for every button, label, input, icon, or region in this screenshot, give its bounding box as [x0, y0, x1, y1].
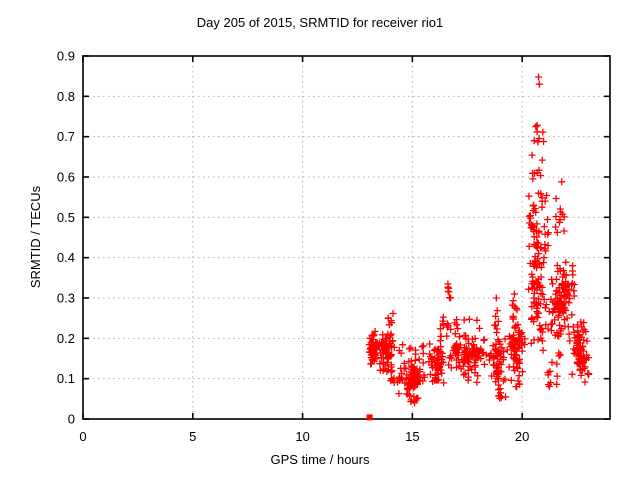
x-tick-label: 5: [189, 429, 196, 444]
x-axis-label: GPS time / hours: [270, 452, 370, 467]
x-tick-labels: 0 5 10 15 20: [79, 429, 529, 444]
y-tick-label: 0.3: [57, 291, 75, 306]
y-tick-label: 0.5: [57, 210, 75, 225]
x-tick-label: 0: [79, 429, 86, 444]
y-tick-label: 0.2: [57, 331, 75, 346]
y-tick-label: 0.7: [57, 129, 75, 144]
y-tick-label: 0: [68, 412, 75, 427]
y-tick-label: 0.6: [57, 170, 75, 185]
data-points-group: [365, 73, 593, 421]
y-tick-label: 0.1: [57, 371, 75, 386]
axes-frame: [82, 55, 611, 420]
y-tick-label: 0.4: [57, 250, 75, 265]
x-tick-label: 10: [295, 429, 309, 444]
gridlines: [83, 56, 610, 419]
plot-area: 0 5 10 15 20 0 0.1 0.2 0.3 0.4 0.5 0.6 0.7 0.8 0.9: [57, 49, 611, 444]
x-tick-label: 20: [515, 429, 529, 444]
y-axis-label: SRMTID / TECUs: [28, 185, 43, 288]
scatter-plus-markers: [365, 73, 593, 407]
chart-title: Day 205 of 2015, SRMTID for receiver rio…: [196, 15, 444, 30]
y-tick-labels: 0 0.1 0.2 0.3 0.4 0.5 0.6 0.7 0.8 0.9: [57, 49, 75, 427]
zero-square-marker: [366, 414, 373, 421]
y-tick-label: 0.9: [57, 49, 75, 64]
x-tick-label: 15: [405, 429, 419, 444]
y-tick-label: 0.8: [57, 89, 75, 104]
